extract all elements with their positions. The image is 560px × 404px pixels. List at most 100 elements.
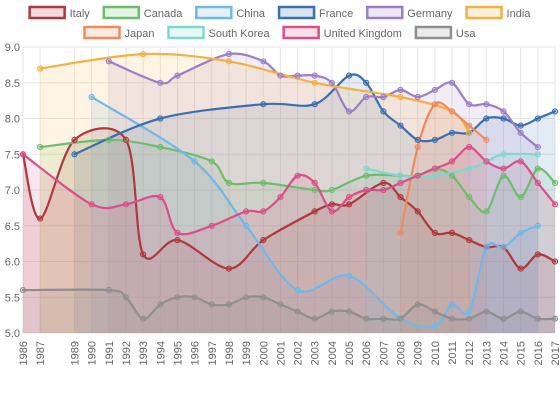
data-point [397,229,404,236]
data-point [140,315,147,322]
legend: Italy Canada China France Germany India Japan S… [28,5,532,40]
data-point [380,179,387,186]
series-line [90,95,539,328]
x-tick-label: 1989 [69,341,81,365]
data-point [243,294,250,301]
data-point [260,58,267,65]
data-point [105,287,112,294]
data-point [311,186,318,194]
data-point [157,144,164,151]
series-area [74,74,555,334]
data-point [225,265,232,272]
data-point [19,151,27,158]
data-point [122,201,130,208]
axes: 5.0 5.5 6.0 6.5 7.0 7.5 8.0 8.5 9.0 1986 1987 1989 1… [5,42,560,365]
data-point [328,186,335,194]
data-point [397,93,404,101]
data-point [174,72,181,79]
data-point [311,79,318,86]
legend-label: Japan [125,28,155,40]
legend-label: Italy [70,8,91,20]
y-tick-label: 7.0 [5,185,20,197]
x-tick-label: 2007 [378,341,390,365]
data-point [346,72,353,79]
legend-swatch [414,25,453,40]
data-point [534,165,541,172]
legend-label: India [507,8,532,20]
data-point [448,229,456,236]
data-point [483,308,490,315]
legend-label: South Korea [208,28,270,40]
data-point [363,165,370,172]
data-point [500,244,507,251]
data-point [243,208,250,215]
data-point [466,308,473,315]
data-point [397,86,404,94]
series-line [365,152,539,178]
data-point [260,237,267,244]
y-tick-label: 5.5 [5,292,20,304]
data-point [174,229,181,236]
data-point [534,179,541,186]
y-tick-label: 6.5 [5,221,20,233]
x-tick-label: 1987 [35,341,47,365]
data-point [414,93,421,101]
data-point [500,151,507,158]
data-point [431,229,438,236]
data-point [380,108,387,115]
data-point [363,315,370,322]
data-point [517,229,524,236]
data-point [277,72,284,79]
data-point [466,122,473,129]
data-point [328,79,335,86]
x-tick-label: 1999 [241,341,253,365]
x-tick-label: 2016 [533,341,545,365]
x-tick-label: 1986 [18,341,30,365]
data-point [346,308,353,315]
data-point [380,186,387,194]
data-point [37,215,44,222]
data-point [466,237,473,244]
data-point [311,179,318,186]
data-point [500,172,507,179]
data-point [311,208,318,215]
x-tick-label: 2001 [275,341,287,365]
data-point [431,136,438,143]
x-tick-label: 2002 [293,341,305,365]
x-tick-label: 1991 [104,341,116,365]
data-point [363,93,370,101]
x-tick-label: 2011 [447,341,459,365]
data-point [346,108,353,115]
x-tick-label: 2009 [413,341,425,365]
data-point [551,258,559,265]
data-point [311,101,318,108]
data-point [225,51,232,58]
legend-swatch [366,5,404,20]
data-point [346,272,353,279]
series-lines [21,52,557,328]
data-point [414,208,421,215]
series-area [366,153,538,333]
data-point [397,315,404,322]
data-point [294,172,301,179]
data-point [191,158,198,165]
data-point [431,322,438,329]
data-point [311,72,318,79]
data-point [277,194,284,201]
data-point [88,93,95,101]
x-tick-label: 1993 [138,341,150,365]
data-point [71,136,78,143]
series-line [21,127,557,270]
data-point [174,237,181,244]
data-point [517,265,524,272]
data-point [534,151,541,158]
series-area [40,139,555,333]
series-area [23,128,555,333]
x-tick-label: 2013 [481,341,493,365]
data-point [534,144,541,151]
data-point [414,301,421,308]
x-tick-label: 2005 [344,341,356,365]
legend-label: United Kingdom [324,28,402,40]
